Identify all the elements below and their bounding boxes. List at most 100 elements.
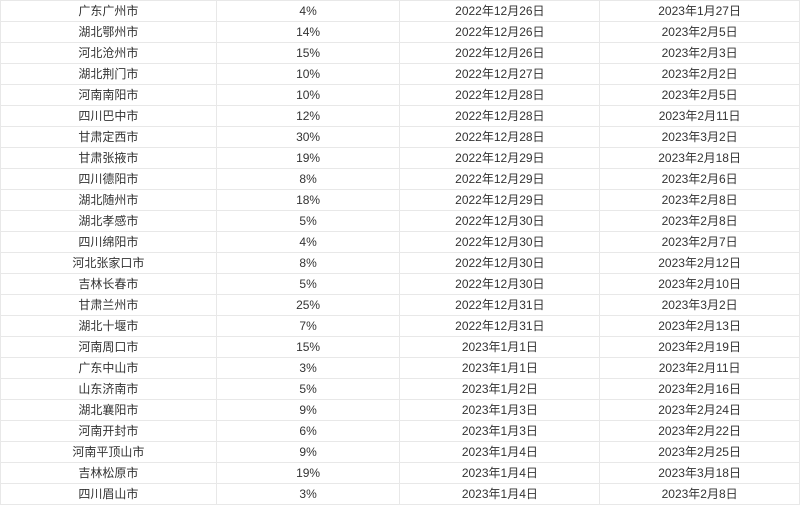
cell-date2: 2023年2月24日: [600, 400, 800, 421]
table-row: 甘肃定西市30%2022年12月28日2023年3月2日: [1, 127, 800, 148]
table-row: 湖北随州市18%2022年12月29日2023年2月8日: [1, 190, 800, 211]
cell-percent: 9%: [216, 400, 400, 421]
cell-date1: 2022年12月29日: [400, 169, 600, 190]
cell-date1: 2023年1月4日: [400, 484, 600, 505]
cell-date2: 2023年2月16日: [600, 379, 800, 400]
cell-percent: 4%: [216, 232, 400, 253]
data-table: 广东广州市4%2022年12月26日2023年1月27日湖北鄂州市14%2022…: [0, 0, 800, 505]
table-row: 河南开封市6%2023年1月3日2023年2月22日: [1, 421, 800, 442]
table-row: 吉林松原市19%2023年1月4日2023年3月18日: [1, 463, 800, 484]
cell-city: 河南周口市: [1, 337, 217, 358]
cell-city: 湖北鄂州市: [1, 22, 217, 43]
cell-date1: 2023年1月1日: [400, 337, 600, 358]
cell-date2: 2023年2月8日: [600, 211, 800, 232]
cell-percent: 8%: [216, 253, 400, 274]
cell-date2: 2023年2月8日: [600, 190, 800, 211]
cell-percent: 19%: [216, 463, 400, 484]
cell-date2: 2023年2月12日: [600, 253, 800, 274]
cell-date1: 2022年12月30日: [400, 232, 600, 253]
cell-date1: 2022年12月28日: [400, 106, 600, 127]
cell-city: 四川绵阳市: [1, 232, 217, 253]
cell-city: 湖北随州市: [1, 190, 217, 211]
cell-percent: 19%: [216, 148, 400, 169]
table-row: 湖北荆门市10%2022年12月27日2023年2月2日: [1, 64, 800, 85]
cell-date2: 2023年2月10日: [600, 274, 800, 295]
cell-percent: 5%: [216, 274, 400, 295]
cell-city: 湖北十堰市: [1, 316, 217, 337]
cell-percent: 4%: [216, 1, 400, 22]
table-row: 四川绵阳市4%2022年12月30日2023年2月7日: [1, 232, 800, 253]
cell-date2: 2023年2月18日: [600, 148, 800, 169]
cell-percent: 30%: [216, 127, 400, 148]
table-row: 甘肃张掖市19%2022年12月29日2023年2月18日: [1, 148, 800, 169]
cell-date1: 2022年12月30日: [400, 274, 600, 295]
cell-percent: 9%: [216, 442, 400, 463]
cell-date2: 2023年2月6日: [600, 169, 800, 190]
cell-date2: 2023年2月22日: [600, 421, 800, 442]
table-row: 四川巴中市12%2022年12月28日2023年2月11日: [1, 106, 800, 127]
cell-date2: 2023年2月25日: [600, 442, 800, 463]
cell-percent: 14%: [216, 22, 400, 43]
table-row: 湖北孝感市5%2022年12月30日2023年2月8日: [1, 211, 800, 232]
cell-percent: 5%: [216, 211, 400, 232]
cell-date2: 2023年2月13日: [600, 316, 800, 337]
cell-percent: 5%: [216, 379, 400, 400]
cell-date2: 2023年2月11日: [600, 358, 800, 379]
table-row: 河南南阳市10%2022年12月28日2023年2月5日: [1, 85, 800, 106]
cell-city: 甘肃兰州市: [1, 295, 217, 316]
cell-date1: 2022年12月30日: [400, 253, 600, 274]
cell-date2: 2023年2月7日: [600, 232, 800, 253]
table-body: 广东广州市4%2022年12月26日2023年1月27日湖北鄂州市14%2022…: [1, 1, 800, 505]
cell-city: 山东济南市: [1, 379, 217, 400]
cell-city: 湖北襄阳市: [1, 400, 217, 421]
table-row: 广东广州市4%2022年12月26日2023年1月27日: [1, 1, 800, 22]
cell-date2: 2023年3月2日: [600, 127, 800, 148]
cell-date2: 2023年2月5日: [600, 22, 800, 43]
table-row: 吉林长春市5%2022年12月30日2023年2月10日: [1, 274, 800, 295]
table-row: 山东济南市5%2023年1月2日2023年2月16日: [1, 379, 800, 400]
cell-city: 河南南阳市: [1, 85, 217, 106]
cell-percent: 25%: [216, 295, 400, 316]
cell-percent: 10%: [216, 64, 400, 85]
table-row: 湖北十堰市7%2022年12月31日2023年2月13日: [1, 316, 800, 337]
cell-date1: 2022年12月29日: [400, 190, 600, 211]
cell-percent: 10%: [216, 85, 400, 106]
cell-date1: 2022年12月28日: [400, 85, 600, 106]
cell-percent: 12%: [216, 106, 400, 127]
cell-date1: 2023年1月3日: [400, 421, 600, 442]
cell-city: 湖北孝感市: [1, 211, 217, 232]
table-row: 湖北鄂州市14%2022年12月26日2023年2月5日: [1, 22, 800, 43]
cell-percent: 7%: [216, 316, 400, 337]
cell-date1: 2022年12月28日: [400, 127, 600, 148]
cell-percent: 3%: [216, 358, 400, 379]
table-row: 广东中山市3%2023年1月1日2023年2月11日: [1, 358, 800, 379]
cell-percent: 8%: [216, 169, 400, 190]
cell-percent: 18%: [216, 190, 400, 211]
cell-date2: 2023年2月11日: [600, 106, 800, 127]
cell-city: 河北张家口市: [1, 253, 217, 274]
cell-date2: 2023年3月2日: [600, 295, 800, 316]
cell-date1: 2023年1月4日: [400, 442, 600, 463]
cell-city: 广东中山市: [1, 358, 217, 379]
cell-date2: 2023年2月19日: [600, 337, 800, 358]
cell-date1: 2022年12月29日: [400, 148, 600, 169]
cell-city: 湖北荆门市: [1, 64, 217, 85]
cell-date1: 2023年1月4日: [400, 463, 600, 484]
cell-date2: 2023年2月8日: [600, 484, 800, 505]
table-row: 四川德阳市8%2022年12月29日2023年2月6日: [1, 169, 800, 190]
cell-date2: 2023年1月27日: [600, 1, 800, 22]
cell-date2: 2023年2月5日: [600, 85, 800, 106]
table-row: 河北张家口市8%2022年12月30日2023年2月12日: [1, 253, 800, 274]
cell-date1: 2022年12月26日: [400, 22, 600, 43]
cell-city: 四川巴中市: [1, 106, 217, 127]
cell-date1: 2022年12月31日: [400, 295, 600, 316]
cell-date1: 2022年12月27日: [400, 64, 600, 85]
table-row: 河北沧州市15%2022年12月26日2023年2月3日: [1, 43, 800, 64]
cell-city: 河北沧州市: [1, 43, 217, 64]
cell-date1: 2023年1月1日: [400, 358, 600, 379]
cell-city: 广东广州市: [1, 1, 217, 22]
cell-percent: 15%: [216, 43, 400, 64]
table-row: 甘肃兰州市25%2022年12月31日2023年3月2日: [1, 295, 800, 316]
cell-city: 吉林松原市: [1, 463, 217, 484]
cell-percent: 6%: [216, 421, 400, 442]
